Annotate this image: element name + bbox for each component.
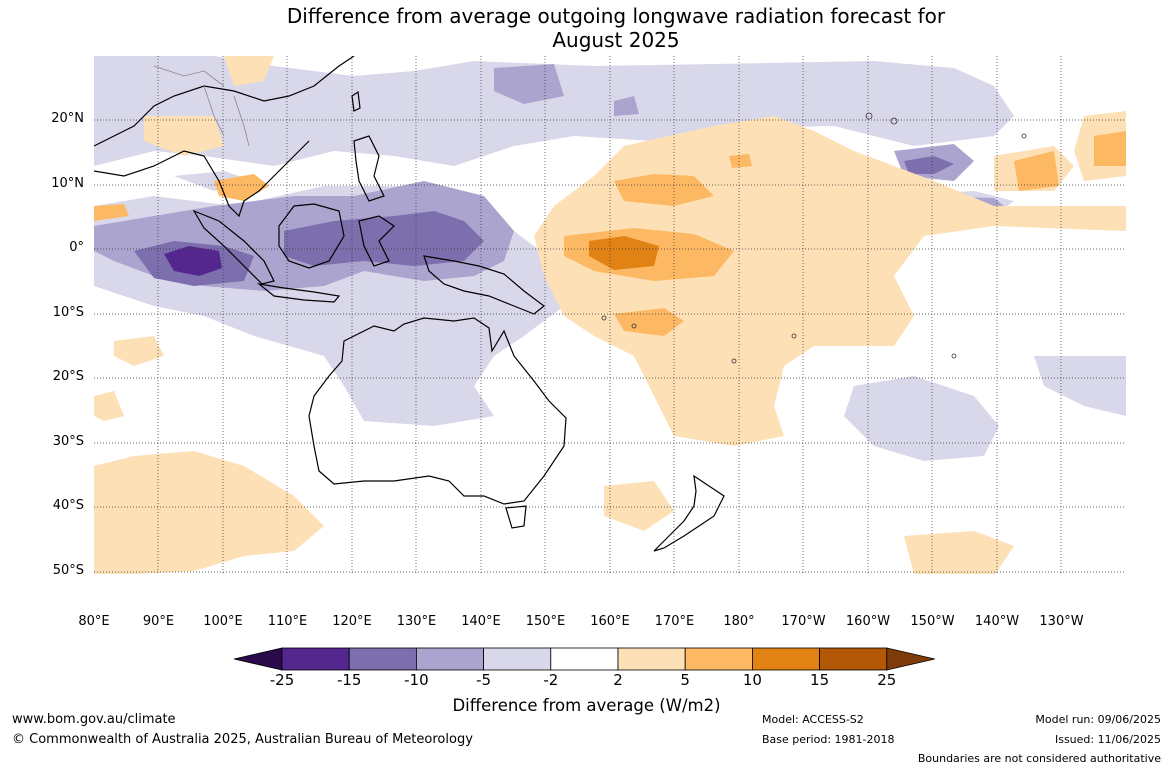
lon-label: 130°W xyxy=(1039,614,1084,629)
asia-mainland-outline xyxy=(94,56,355,218)
lon-label: 140°E xyxy=(461,614,501,629)
lat-label: 20°S xyxy=(52,369,84,384)
footer-base-period: Base period: 1981-2018 xyxy=(762,733,895,746)
lon-label: 160°E xyxy=(590,614,630,629)
colorbar-tick-label: -10 xyxy=(404,671,429,689)
lon-label: 120°E xyxy=(332,614,372,629)
chart-title: Difference from average outgoing longwav… xyxy=(0,4,1173,52)
colorbar-swatch xyxy=(550,647,619,671)
pacific-islands xyxy=(601,112,1027,364)
lat-label: 0° xyxy=(69,240,84,255)
lat-label: 50°S xyxy=(52,562,84,578)
colorbar-tick-label: 15 xyxy=(810,671,830,689)
anomaly-dark-orange xyxy=(589,236,659,270)
footer-model: Model: ACCESS-S2 xyxy=(762,713,864,726)
title-line-1: Difference from average outgoing longwav… xyxy=(286,4,946,28)
colorbar-tick-label: -2 xyxy=(543,671,559,689)
forecast-map xyxy=(94,56,1126,574)
lon-label: 170°E xyxy=(654,614,695,629)
lon-label: 130°E xyxy=(396,614,437,629)
colorbar-extend-high xyxy=(886,647,935,671)
colorbar-swatch xyxy=(415,647,484,671)
colorbar-swatch xyxy=(348,647,417,671)
graticule xyxy=(94,56,1126,574)
lon-label: 170°W xyxy=(781,614,826,629)
colorbar-swatch xyxy=(281,647,350,671)
lon-label: 90°E xyxy=(142,614,175,629)
sumatra-outline xyxy=(192,209,275,285)
footer-model-run: Model run: 09/06/2025 xyxy=(1035,713,1161,726)
colorbar xyxy=(234,647,935,671)
borneo-outline xyxy=(278,203,345,269)
title-line-2: August 2025 xyxy=(552,28,680,52)
lon-label: 100°E xyxy=(203,614,243,629)
colorbar-tick-label: -5 xyxy=(476,671,492,689)
colorbar-swatch xyxy=(684,647,753,671)
colorbar-title: Difference from average (W/m2) xyxy=(452,696,721,715)
lat-label: 30°S xyxy=(52,433,84,449)
footer-url[interactable]: www.bom.gov.au/climate xyxy=(12,712,176,727)
colorbar-tick-label: -25 xyxy=(269,671,295,689)
lat-label: 20°N xyxy=(51,111,84,126)
lat-label: 40°S xyxy=(52,498,84,513)
coastlines xyxy=(94,56,725,552)
lon-label: 160°W xyxy=(845,614,891,629)
country-borders xyxy=(153,65,250,147)
colorbar-swatch xyxy=(483,647,552,671)
lon-label: 150°E xyxy=(525,614,566,629)
new-guinea-outline xyxy=(423,255,545,315)
footer-issued: Issued: 11/06/2025 xyxy=(1054,733,1161,746)
australia-outline xyxy=(308,317,567,505)
colorbar-tick-label: -15 xyxy=(336,671,362,689)
lon-label: 140°W xyxy=(974,614,1020,629)
colorbar-tick-label: 25 xyxy=(877,671,897,689)
lat-label: 10°S xyxy=(52,304,84,320)
colorbar-tick-label: 2 xyxy=(613,671,623,689)
lon-label: 180° xyxy=(723,614,755,629)
footer-copyright: © Commonwealth of Australia 2025, Austra… xyxy=(12,732,473,747)
lon-label: 150°W xyxy=(910,614,955,629)
lon-label: 110°E xyxy=(267,614,308,629)
lat-label: 10°N xyxy=(51,175,84,191)
colorbar-swatch xyxy=(819,647,888,671)
lon-label: 80°E xyxy=(78,614,110,629)
new-zealand-outline xyxy=(653,474,725,552)
colorbar-swatch xyxy=(752,647,821,671)
anomaly-darkest-purple xyxy=(164,246,222,276)
footer-disclaimer: Boundaries are not considered authoritat… xyxy=(917,752,1161,765)
colorbar-tick-label: 5 xyxy=(680,671,690,689)
colorbar-extend-low xyxy=(234,647,283,671)
colorbar-swatch xyxy=(617,647,686,671)
colorbar-tick-label: 10 xyxy=(742,671,762,689)
